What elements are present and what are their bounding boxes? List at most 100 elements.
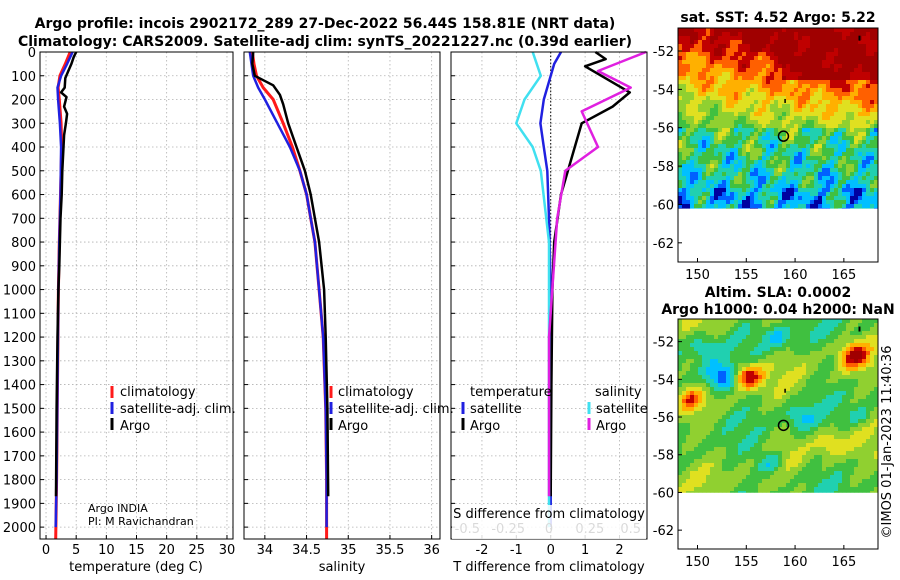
map3-cell-112: [726, 36, 731, 41]
map3-cell-259: [714, 48, 719, 53]
map3-cell-513: [730, 68, 735, 73]
map4-cell-437: [826, 351, 831, 356]
map4-cell-123: [770, 327, 775, 332]
map4-cell-1825: [778, 463, 783, 468]
map3-cell-2050: [678, 192, 683, 197]
map4-cell-904: [694, 391, 699, 396]
map4-cell-1905: [698, 471, 703, 476]
map3-cell-1913: [730, 180, 735, 185]
map4-cell-1498: [870, 435, 875, 440]
map3-cell-1660: [718, 160, 723, 165]
map3-cell-537: [826, 68, 831, 73]
map3-cell-1307: [706, 132, 711, 137]
map3-cell-1896: [862, 176, 867, 181]
map3-cell-234: [814, 44, 819, 49]
map3-cell-72: [766, 32, 771, 37]
map4-cell-1222: [766, 415, 771, 420]
map3-cell-1543: [850, 148, 855, 153]
map3-cell-1642: [846, 156, 851, 161]
map4-cell-117: [746, 327, 751, 332]
map4-cell-293: [850, 339, 855, 344]
map4-ytick-label-4: -60: [653, 486, 674, 501]
map4-cell-1996: [862, 475, 867, 480]
map4-cell-2076: [782, 483, 787, 488]
map4-cell-333: [810, 343, 815, 348]
map3-cell-2093: [850, 192, 855, 197]
map3-cell-505: [698, 68, 703, 73]
map4-cell-2090: [838, 483, 843, 488]
map4-cell-1664: [734, 451, 739, 456]
map4-cell-2082: [806, 483, 811, 488]
map4-cell-1513: [730, 439, 735, 444]
map3-cell-232: [806, 44, 811, 49]
map3-cell-284: [814, 48, 819, 53]
map4-cell-2003: [690, 479, 695, 484]
map3-cell-1988: [830, 184, 835, 189]
map4-cell-1140: [838, 407, 843, 412]
map3-cell-413: [730, 60, 735, 65]
map4-cell-879: [794, 387, 799, 392]
map4-cell-870: [758, 387, 763, 392]
map4-cell-1404: [694, 431, 699, 436]
legend-label-s-argo: Argo: [596, 419, 626, 434]
map3-cell-1137: [826, 116, 831, 121]
map4-cell-104: [694, 327, 699, 332]
map3-cell-2214: [734, 204, 739, 209]
map3-cell-979: [794, 104, 799, 109]
map3-cell-316: [742, 52, 747, 57]
map3-cell-475: [778, 64, 783, 69]
map4-cell-1072: [766, 403, 771, 408]
map4-cell-2162: [726, 491, 731, 493]
map3-cell-617: [746, 76, 751, 81]
map4-cell-1427: [786, 431, 791, 436]
map4-cell-889: [834, 387, 839, 392]
map4-cell-1952: [686, 475, 691, 480]
map4-cell-1322: [766, 423, 771, 428]
map4-cell-1965: [738, 475, 743, 480]
map4-cell-21: [762, 319, 767, 324]
map4-cell-1922: [766, 471, 771, 476]
map4-cell-1511: [722, 439, 727, 444]
map3-cell-1734: [814, 164, 819, 169]
map4-cell-2192: [846, 491, 851, 493]
map4-cell-504: [694, 359, 699, 364]
map4-cell-87: [826, 323, 831, 328]
map3-cell-1075: [778, 112, 783, 117]
map4-cell-1604: [694, 447, 699, 452]
map3-cell-2210: [718, 204, 723, 209]
map4-cell-1158: [710, 411, 715, 416]
map4-cell-1422: [766, 431, 771, 436]
map4-cell-1903: [690, 471, 695, 476]
map3-cell-2264: [734, 208, 739, 209]
map4-cell-918: [750, 391, 755, 396]
map4-cell-46: [862, 319, 867, 324]
map4-cell-176: [782, 331, 787, 336]
map3-cell-1624: [774, 156, 779, 161]
map3-cell-1054: [694, 112, 699, 117]
map3-cell-1558: [710, 152, 715, 157]
map4-cell-1245: [858, 415, 863, 420]
map3-cell-2265: [738, 208, 743, 209]
map4-cell-280: [798, 339, 803, 344]
map3-cell-884: [814, 96, 819, 101]
map4-cell-2014: [734, 479, 739, 484]
map3-cell-1061: [722, 112, 727, 117]
depth-tick-label-15: 1500: [3, 402, 36, 417]
map3-cell-963: [730, 104, 735, 109]
map4-cell-1553: [690, 443, 695, 448]
map3-cell-1787: [826, 168, 831, 173]
map3-cell-1219: [754, 124, 759, 129]
map4-cell-764: [734, 379, 739, 384]
map4-cell-1523: [770, 439, 775, 444]
map3-cell-922: [766, 100, 771, 105]
map4-cell-106: [702, 327, 707, 332]
map3-cell-656: [702, 80, 707, 85]
map3-cell-42: [846, 28, 851, 33]
map4-xtick-label-0: 150: [685, 555, 710, 570]
map4-cell-490: [838, 355, 843, 360]
map3-cell-1014: [734, 108, 739, 113]
map3-cell-131: [802, 36, 807, 41]
map4-cell-1161: [722, 411, 727, 416]
map3-cell-2102: [686, 196, 691, 201]
map3-cell-272: [766, 48, 771, 53]
